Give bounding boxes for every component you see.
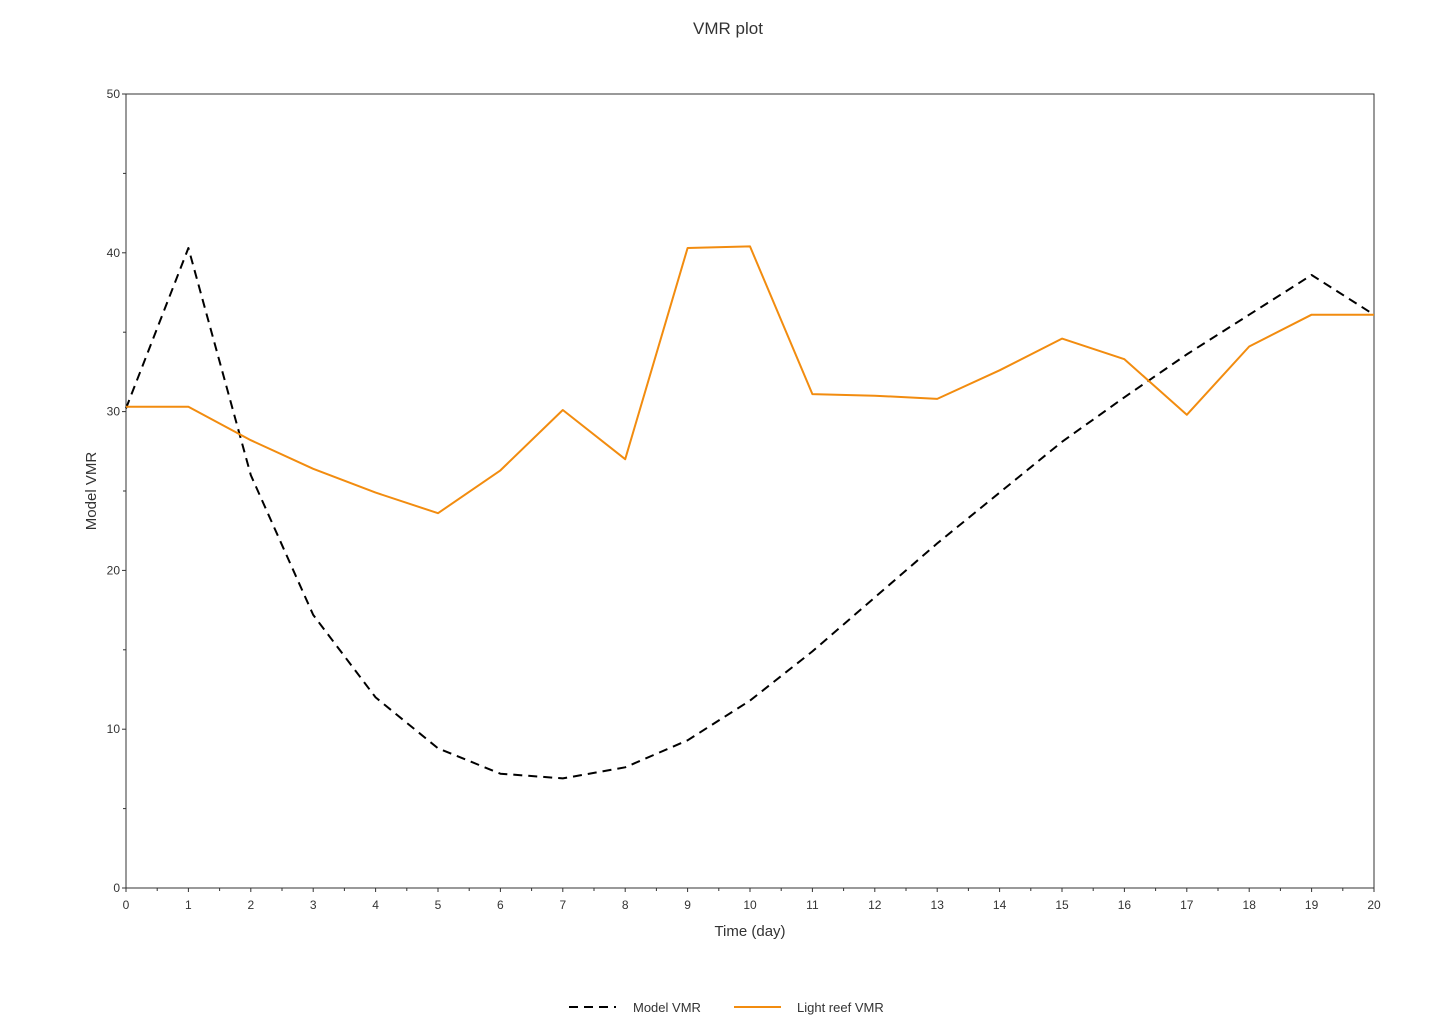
x-axis-title: Time (day) [714, 923, 785, 940]
legend-label-model-vmr: Model VMR [633, 1000, 701, 1015]
x-tick-label: 18 [1243, 898, 1257, 912]
x-tick-label: 2 [247, 898, 254, 912]
x-tick-label: 6 [497, 898, 504, 912]
x-tick-label: 12 [868, 898, 882, 912]
legend-label-light-reef-vmr: Light reef VMR [797, 1000, 884, 1015]
y-tick-label: 50 [107, 87, 121, 101]
x-tick-label: 20 [1367, 898, 1381, 912]
plot-frame [125, 93, 1375, 889]
x-tick-label: 14 [993, 898, 1007, 912]
x-tick-label: 10 [743, 898, 757, 912]
plot-area [125, 93, 1375, 889]
y-tick-label: 40 [107, 246, 121, 260]
x-tick-label: 3 [310, 898, 317, 912]
x-tick-label: 4 [372, 898, 379, 912]
x-tick-label: 1 [185, 898, 192, 912]
x-tick-label: 17 [1180, 898, 1194, 912]
x-tick-label: 11 [806, 898, 819, 912]
series-line-light-reef-vmr [126, 245, 1374, 515]
x-axis: 0 1 2 3 4 5 6 7 8 9 10 11 12 13 14 15 16 17 18 19 20 [123, 888, 1381, 912]
y-tick-label: 0 [113, 881, 120, 895]
y-tick-label: 20 [107, 563, 121, 577]
x-tick-label: 8 [622, 898, 629, 912]
y-tick-label: 30 [107, 405, 121, 419]
x-tick-label: 16 [1118, 898, 1132, 912]
x-tick-label: 9 [684, 898, 691, 912]
series-line-model-vmr [125, 247, 1375, 780]
chart-title: VMR plot [693, 19, 763, 38]
legend: Model VMR Light reef VMR [569, 1000, 884, 1015]
y-axis: 0 10 20 30 40 50 [107, 87, 126, 895]
x-tick-label: 7 [559, 898, 566, 912]
x-tick-label: 19 [1305, 898, 1319, 912]
series-layer [125, 245, 1375, 780]
x-tick-label: 0 [123, 898, 130, 912]
x-tick-label: 5 [435, 898, 442, 912]
y-axis-title: Model VMR [83, 452, 100, 531]
y-tick-label: 10 [107, 722, 121, 736]
x-tick-label: 15 [1055, 898, 1069, 912]
x-tick-label: 13 [931, 898, 945, 912]
